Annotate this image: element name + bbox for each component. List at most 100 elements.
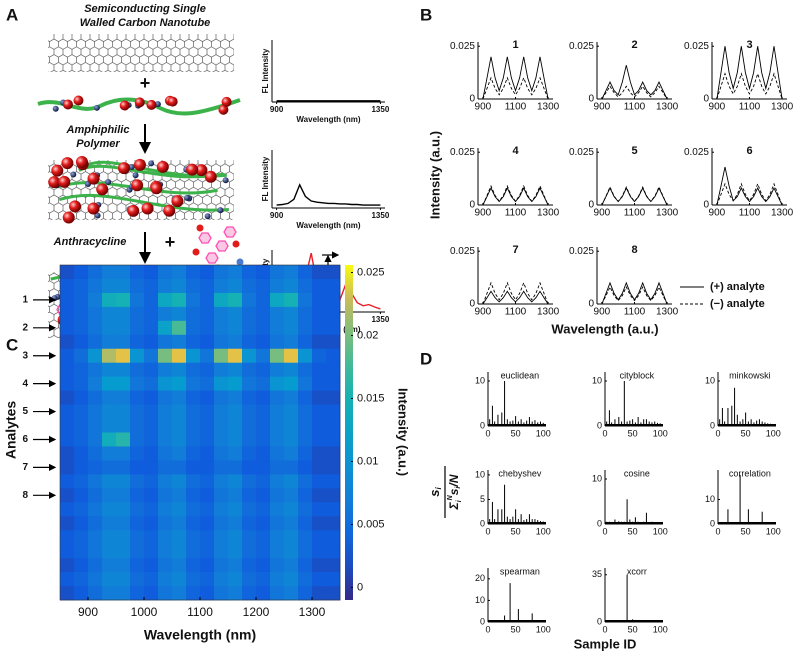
heatmap-cell <box>130 446 145 461</box>
atom <box>196 224 204 232</box>
heatmap-cell <box>214 278 229 294</box>
y-tick-label: 0 <box>588 299 594 310</box>
heatmap-cell <box>186 488 201 503</box>
heatmap-cell <box>60 544 75 559</box>
heatmap-cell <box>130 362 145 378</box>
heatmap-cell <box>130 460 145 475</box>
heatmap-cell <box>326 586 341 601</box>
heatmap-cell <box>242 446 257 461</box>
heatmap-cell <box>284 446 299 461</box>
red-bead <box>87 202 100 215</box>
heatmap-cell <box>186 376 201 392</box>
heatmap-cell <box>88 460 103 475</box>
heatmap-cell <box>102 460 117 475</box>
y-tick-label: 5 <box>480 494 485 504</box>
atom <box>232 240 240 248</box>
heatmap-cell <box>116 306 131 322</box>
heatmap-cell <box>312 418 327 433</box>
heatmap-cell <box>326 320 341 336</box>
heatmap-cell <box>228 418 243 433</box>
subplot-title: cityblock <box>620 370 655 380</box>
heatmap-cell <box>312 334 327 350</box>
heatmap-cell <box>312 544 327 559</box>
x-tick-label: 1350 <box>371 211 389 220</box>
heatmap-cell <box>200 544 215 559</box>
heatmap-cell <box>200 265 215 280</box>
x-tick-label: 1300 <box>771 208 794 219</box>
heatmap-cell <box>88 488 103 503</box>
heatmap-cell <box>284 572 299 587</box>
step-label: Polymer <box>76 138 120 150</box>
heatmap-cell <box>284 502 299 517</box>
heatmap-cell <box>144 334 159 350</box>
heatmap-cell <box>172 278 187 294</box>
heatmap-cell <box>144 530 159 545</box>
heatmap-cell <box>172 334 187 350</box>
x-tick-label: 1200 <box>243 605 270 619</box>
heatmap-cell <box>88 446 103 461</box>
heatmap-cell <box>158 362 173 378</box>
heatmap-cell <box>74 320 89 336</box>
heatmap-cell <box>298 362 313 378</box>
y-tick-label: 0.025 <box>569 147 594 158</box>
heatmap-cell <box>284 530 299 545</box>
heatmap-cell <box>158 306 173 322</box>
x-tick-label: 100 <box>653 428 668 438</box>
heatmap-cell <box>242 376 257 392</box>
heatmap-cell <box>256 586 271 601</box>
heatmap-cell <box>214 265 229 280</box>
polymer-strand <box>58 193 229 212</box>
heatmap-cell <box>228 544 243 559</box>
red-bead <box>119 100 130 111</box>
heatmap-cell <box>74 292 89 308</box>
heatmap-cell <box>116 516 131 531</box>
x-tick-label: 0 <box>485 428 490 438</box>
heatmap-cell <box>130 404 145 419</box>
heatmap-cell <box>200 362 215 378</box>
heatmap-cell <box>74 348 89 364</box>
heatmap-cell <box>172 558 187 573</box>
ylabel-part: Σ <box>447 501 461 510</box>
heatmap-cell <box>228 306 243 322</box>
x-tick-label: 1100 <box>739 208 761 219</box>
heatmap-cell <box>214 502 229 517</box>
red-bead <box>204 170 217 183</box>
heatmap-cell <box>214 488 229 503</box>
row-label: 5 <box>22 406 28 417</box>
x-tick-label: 50 <box>511 624 521 634</box>
heatmap-cell <box>242 278 257 294</box>
red-bead <box>58 175 71 188</box>
heatmap-cell <box>312 320 327 336</box>
diagram-title: Walled Carbon Nanotube <box>80 17 211 29</box>
heatmap-cell <box>74 572 89 587</box>
heatmap-cell <box>228 474 243 489</box>
heatmap-cell <box>158 376 173 392</box>
heatmap-cell <box>242 320 257 336</box>
y-tick-label: 0.025 <box>684 41 709 52</box>
y-tick-label: 0 <box>597 518 602 528</box>
y-tick-label: 0 <box>597 616 602 626</box>
colorbar <box>345 265 353 600</box>
heatmap-cell <box>144 278 159 294</box>
heatmap-cell <box>270 446 285 461</box>
heatmap-cell <box>242 348 257 364</box>
y-tick-label: 0.025 <box>684 147 709 158</box>
heatmap-cell <box>256 320 271 336</box>
heatmap-cell <box>74 488 89 503</box>
heatmap-cell <box>60 474 75 489</box>
heatmap-cell <box>326 292 341 308</box>
x-tick-label: 1300 <box>656 102 679 113</box>
colorbar-tick-label: 0.01 <box>357 455 378 467</box>
heatmap-cell <box>144 516 159 531</box>
heatmap-cell <box>102 390 117 405</box>
heatmap-cell <box>172 488 187 503</box>
subplot-title: correlation <box>729 468 771 478</box>
heatmap-cell <box>74 460 89 475</box>
heatmap-cell <box>74 544 89 559</box>
heatmap-cell <box>158 278 173 294</box>
heatmap-cell <box>158 572 173 587</box>
x-tick-label: 900 <box>475 307 492 318</box>
heatmap-cell <box>242 404 257 419</box>
heatmap-cell <box>214 516 229 531</box>
heatmap-cell <box>298 544 313 559</box>
